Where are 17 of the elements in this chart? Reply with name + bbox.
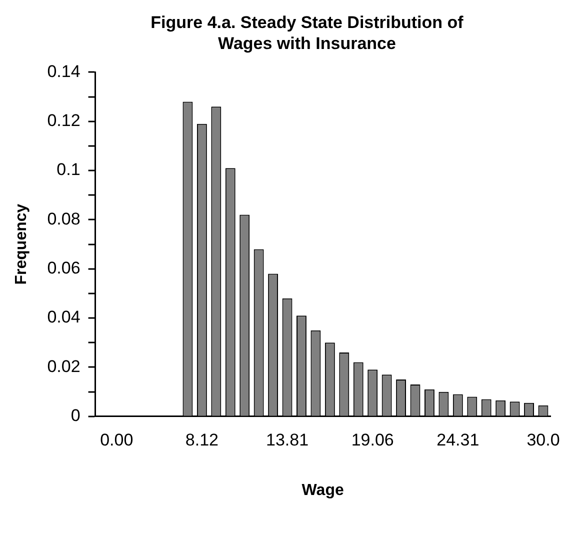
y-tick-label: 0.14 bbox=[47, 62, 80, 81]
x-tick-label: 8.12 bbox=[185, 430, 218, 450]
x-axis-title: Wage bbox=[302, 482, 344, 499]
y-tick-label: 0.1 bbox=[56, 160, 80, 180]
x-tick-label: 19.06 bbox=[351, 430, 394, 450]
y-axis-title: Frequency bbox=[13, 204, 30, 285]
y-tick-label: 0.06 bbox=[47, 258, 80, 278]
y-tick-label: 0 bbox=[70, 406, 80, 426]
y-tick-label: 0.02 bbox=[47, 356, 80, 376]
y-tick-label: 0.08 bbox=[47, 209, 80, 228]
x-tick-label: 30.0 bbox=[526, 430, 560, 450]
x-tick-label: 0.00 bbox=[100, 430, 134, 450]
y-tick-label: 0.12 bbox=[47, 111, 80, 130]
chart-title: Figure 4.a. Steady State Distribution of Wages with Insurance bbox=[150, 12, 464, 54]
y-tick-label: 0.04 bbox=[47, 308, 80, 327]
x-tick-label: 24.31 bbox=[436, 430, 480, 450]
x-tick-label: 13.81 bbox=[266, 430, 309, 450]
